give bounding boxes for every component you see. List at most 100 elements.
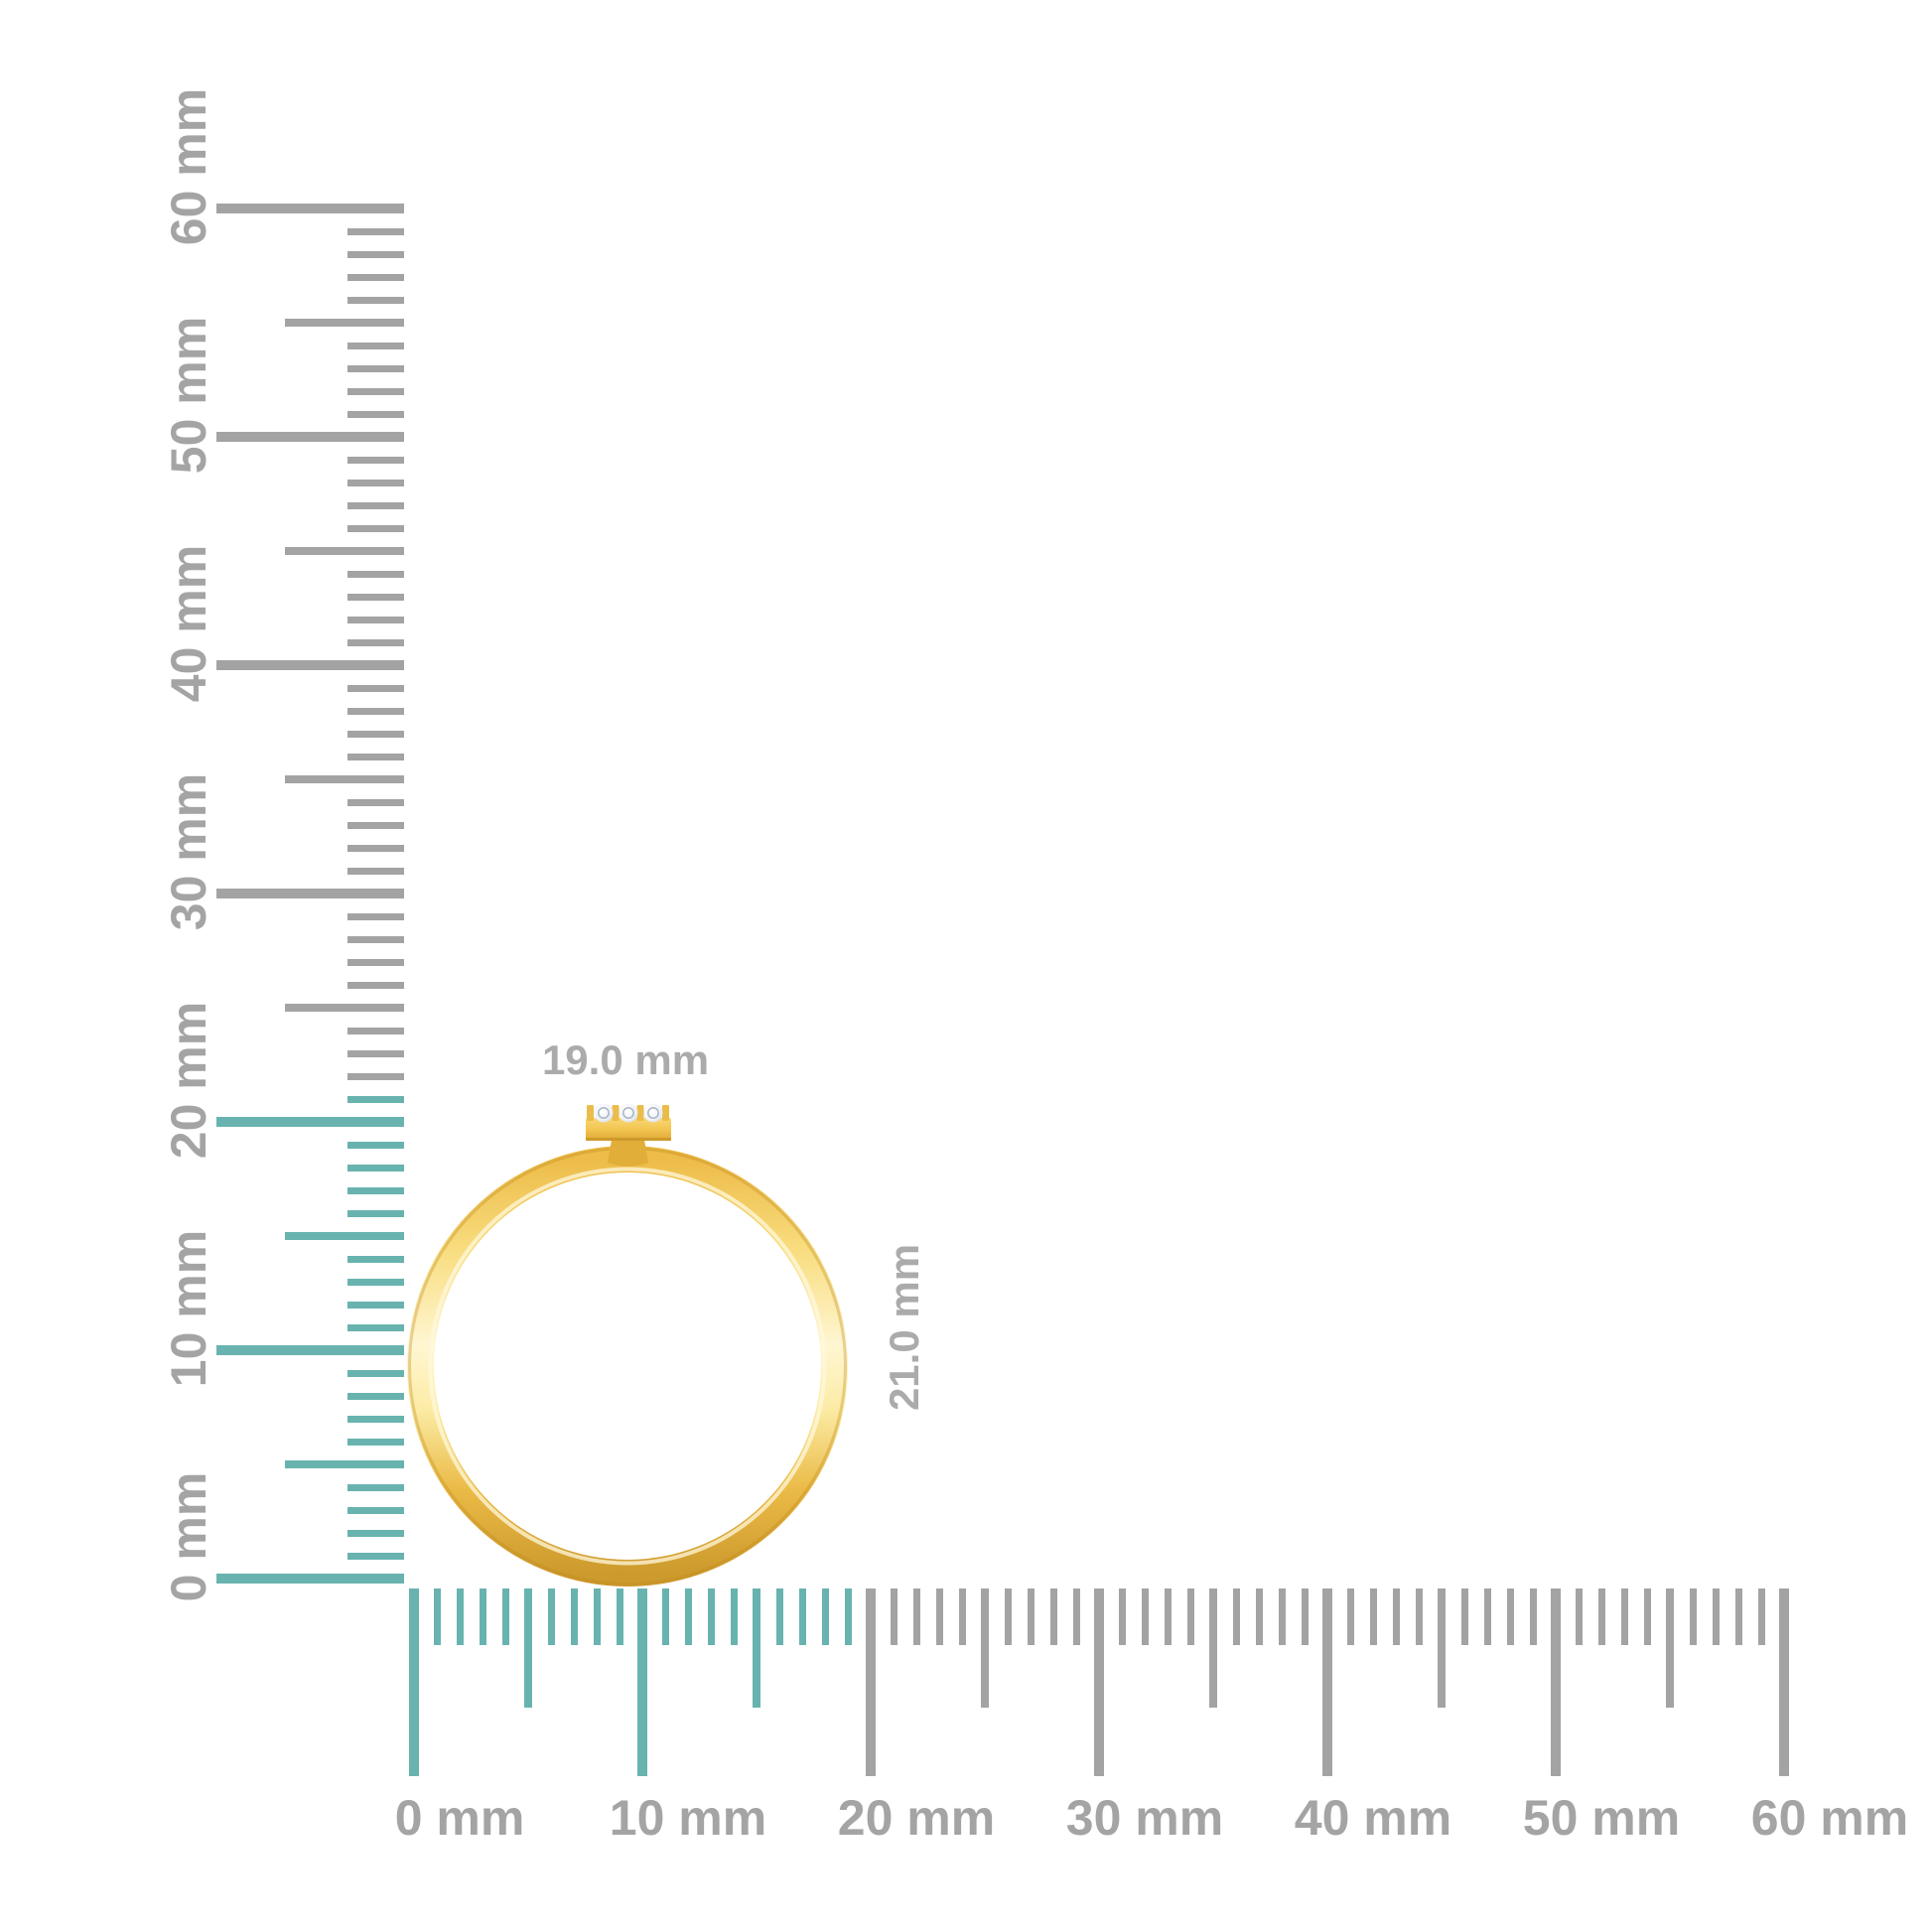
v-ruler-tick-32mm-minor	[347, 844, 404, 852]
v-ruler-tick-12mm-minor	[347, 1301, 404, 1309]
v-ruler-tick-17mm-minor	[347, 1186, 404, 1194]
v-ruler-label-60mm: 60 mm	[161, 87, 216, 246]
h-ruler-tick-14mm-minor	[730, 1588, 738, 1645]
v-ruler-tick-43mm-minor	[347, 593, 404, 601]
h-ruler-label-50mm: 50 mm	[1522, 1790, 1681, 1846]
diamond-stone	[643, 1103, 663, 1123]
h-ruler-tick-57mm-minor	[1712, 1588, 1720, 1645]
h-ruler-tick-22mm-minor	[912, 1588, 920, 1645]
v-ruler-tick-50mm-major	[216, 432, 404, 442]
head-plate-shadow	[586, 1138, 671, 1141]
v-ruler-tick-21mm-minor	[347, 1095, 404, 1103]
h-ruler-tick-25mm-medium	[981, 1588, 989, 1708]
h-ruler-tick-13mm-minor	[707, 1588, 715, 1645]
h-ruler-tick-15mm-medium	[753, 1588, 760, 1708]
v-ruler-tick-26mm-minor	[347, 981, 404, 989]
v-ruler-tick-30mm-major	[216, 889, 404, 898]
v-ruler-tick-47mm-minor	[347, 501, 404, 509]
v-ruler-tick-23mm-minor	[347, 1049, 404, 1057]
h-ruler-tick-18mm-minor	[821, 1588, 829, 1645]
v-ruler-tick-13mm-minor	[347, 1278, 404, 1286]
v-ruler-tick-36mm-minor	[347, 753, 404, 760]
v-ruler-tick-49mm-minor	[347, 456, 404, 464]
h-ruler-tick-35mm-medium	[1209, 1588, 1217, 1708]
h-ruler-tick-5mm-medium	[524, 1588, 532, 1708]
v-ruler-tick-45mm-medium	[285, 547, 404, 555]
h-ruler-tick-11mm-minor	[661, 1588, 669, 1645]
h-ruler-label-30mm: 30 mm	[1065, 1790, 1224, 1846]
v-ruler-tick-53mm-minor	[347, 364, 404, 372]
v-ruler-tick-14mm-minor	[347, 1255, 404, 1263]
h-ruler-tick-29mm-minor	[1072, 1588, 1080, 1645]
v-ruler-tick-40mm-major	[216, 660, 404, 670]
h-ruler-tick-24mm-minor	[958, 1588, 966, 1645]
v-ruler-tick-41mm-minor	[347, 638, 404, 646]
v-ruler-tick-24mm-minor	[347, 1027, 404, 1035]
v-ruler-tick-35mm-medium	[285, 775, 404, 783]
v-ruler-tick-5mm-medium	[285, 1460, 404, 1468]
v-ruler-tick-0mm-major	[216, 1574, 404, 1584]
v-ruler-tick-57mm-minor	[347, 273, 404, 281]
ring-head	[586, 1103, 671, 1167]
h-ruler-tick-41mm-minor	[1346, 1588, 1354, 1645]
v-ruler-tick-8mm-minor	[347, 1392, 404, 1400]
h-ruler-tick-50mm-major	[1551, 1588, 1561, 1776]
h-ruler-tick-59mm-minor	[1757, 1588, 1765, 1645]
v-ruler-tick-58mm-minor	[347, 250, 404, 258]
h-ruler-label-40mm: 40 mm	[1294, 1790, 1452, 1846]
h-ruler-tick-28mm-minor	[1049, 1588, 1057, 1645]
h-ruler-tick-23mm-minor	[935, 1588, 943, 1645]
h-ruler-tick-47mm-minor	[1483, 1588, 1491, 1645]
h-ruler-tick-30mm-major	[1094, 1588, 1104, 1776]
h-ruler-tick-55mm-medium	[1666, 1588, 1674, 1708]
h-ruler-tick-36mm-minor	[1232, 1588, 1240, 1645]
h-ruler-tick-32mm-minor	[1141, 1588, 1149, 1645]
v-ruler-tick-44mm-minor	[347, 570, 404, 578]
v-ruler-tick-34mm-minor	[347, 798, 404, 806]
h-ruler-tick-2mm-minor	[456, 1588, 464, 1645]
v-ruler-tick-60mm-major	[216, 204, 404, 213]
h-ruler-label-60mm: 60 mm	[1750, 1790, 1909, 1846]
h-ruler-tick-7mm-minor	[570, 1588, 578, 1645]
v-ruler-label-20mm: 20 mm	[161, 1001, 216, 1160]
v-ruler-label-10mm: 10 mm	[161, 1229, 216, 1388]
h-ruler-tick-0mm-major	[409, 1588, 419, 1776]
v-ruler-tick-18mm-minor	[347, 1164, 404, 1172]
v-ruler-tick-51mm-minor	[347, 410, 404, 418]
h-ruler-tick-4mm-minor	[501, 1588, 509, 1645]
width-dimension-label: 19.0 mm	[541, 1036, 710, 1083]
v-ruler-tick-55mm-medium	[285, 319, 404, 327]
v-ruler-tick-31mm-minor	[347, 867, 404, 875]
h-ruler-tick-40mm-major	[1322, 1588, 1332, 1776]
v-ruler-tick-27mm-minor	[347, 958, 404, 966]
v-ruler-tick-16mm-minor	[347, 1209, 404, 1217]
prongs	[587, 1105, 669, 1121]
h-ruler-tick-37mm-minor	[1255, 1588, 1263, 1645]
v-ruler-tick-11mm-minor	[347, 1323, 404, 1331]
h-ruler-tick-10mm-major	[637, 1588, 647, 1776]
v-ruler-label-40mm: 40 mm	[161, 544, 216, 703]
v-ruler-tick-28mm-minor	[347, 935, 404, 943]
h-ruler-tick-53mm-minor	[1620, 1588, 1628, 1645]
v-ruler-tick-10mm-major	[216, 1345, 404, 1355]
v-ruler-label-30mm: 30 mm	[161, 772, 216, 931]
v-ruler-tick-9mm-minor	[347, 1369, 404, 1377]
v-ruler-tick-4mm-minor	[347, 1483, 404, 1491]
h-ruler-tick-43mm-minor	[1392, 1588, 1400, 1645]
v-ruler-tick-3mm-minor	[347, 1506, 404, 1514]
h-ruler-tick-17mm-minor	[798, 1588, 806, 1645]
v-ruler-tick-59mm-minor	[347, 227, 404, 235]
v-ruler-tick-52mm-minor	[347, 387, 404, 395]
diamond-stone	[594, 1103, 614, 1123]
h-ruler-label-0mm: 0 mm	[394, 1790, 525, 1846]
h-ruler-tick-12mm-minor	[684, 1588, 692, 1645]
head-plate	[586, 1118, 671, 1141]
h-ruler-tick-9mm-minor	[616, 1588, 623, 1645]
ring-band	[407, 1146, 848, 1587]
v-ruler-tick-48mm-minor	[347, 479, 404, 486]
v-ruler-tick-20mm-major	[216, 1117, 404, 1127]
h-ruler-tick-31mm-minor	[1118, 1588, 1126, 1645]
h-ruler-tick-38mm-minor	[1278, 1588, 1286, 1645]
h-ruler-tick-54mm-minor	[1643, 1588, 1651, 1645]
